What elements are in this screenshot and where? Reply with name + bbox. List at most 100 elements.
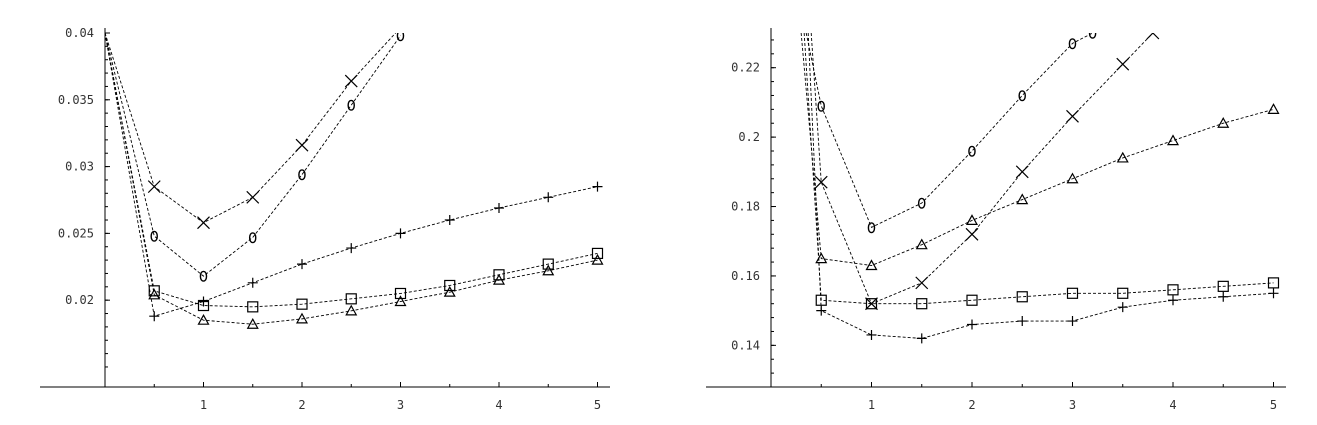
marker-square: [345, 293, 357, 305]
series-line-square: [803, 33, 1274, 305]
plot-area: o o o o o o: [105, 25, 604, 329]
y-tick-label: 0.14: [731, 338, 760, 352]
marker-square: [916, 298, 928, 310]
marker-plus: [1268, 288, 1279, 299]
marker-plus: [967, 319, 977, 330]
marker-triangle: [197, 313, 210, 325]
marker-square: [865, 298, 878, 310]
marker-square: [148, 285, 160, 297]
y-tick-label: 0.18: [731, 200, 760, 214]
marker-square: [815, 294, 827, 306]
y-tick-label: 0.025: [58, 226, 94, 240]
marker-triangle: [591, 253, 604, 265]
marker-plus: [346, 243, 357, 254]
marker-square: [1016, 291, 1028, 303]
marker-triangle: [815, 252, 828, 264]
marker-square: [1066, 287, 1079, 299]
y-tick-label: 0.22: [731, 61, 760, 75]
marker-plus: [1067, 316, 1078, 327]
marker-plus: [395, 228, 406, 239]
marker-x: [197, 216, 210, 230]
marker-square: [1167, 284, 1179, 296]
marker-circle: o: [347, 94, 356, 116]
marker-plus: [816, 305, 827, 316]
series-line-circle: [105, 33, 401, 277]
chart-left: 1 2 3 4 5 0.02 0.025 0.03 0.035 0.04 o o o o o o: [40, 25, 610, 412]
y-tick-label: 0.035: [58, 93, 94, 107]
marker-plus: [444, 215, 455, 226]
x-tick-label: 5: [1270, 398, 1277, 412]
marker-circle: o: [967, 140, 976, 162]
x-tick-label: 4: [1169, 398, 1176, 412]
series-line-square: [105, 33, 598, 308]
marker-square: [394, 287, 407, 300]
marker-x: [814, 175, 828, 189]
marker-triangle: [542, 264, 555, 276]
marker-x: [344, 74, 358, 88]
marker-plus: [1218, 291, 1229, 302]
marker-x: [865, 297, 878, 311]
marker-x: [915, 276, 929, 290]
marker-x: [965, 227, 979, 241]
marker-triangle: [865, 259, 878, 271]
marker-triangle: [1066, 172, 1079, 184]
marker-square: [197, 299, 210, 312]
x-tick-label: 1: [200, 398, 207, 412]
marker-plus: [1168, 295, 1178, 306]
marker-triangle: [295, 312, 309, 324]
marker-triangle: [492, 273, 506, 285]
marker-circle: o: [248, 226, 257, 248]
x-tick-label: 2: [298, 398, 305, 412]
marker-circle: o: [199, 265, 208, 287]
marker-circle: o: [1068, 32, 1077, 54]
series-line-plus: [807, 33, 1274, 339]
marker-circle: o: [396, 25, 405, 47]
marker-x: [246, 190, 260, 204]
marker-circle: o: [297, 164, 306, 186]
y-tick-label: 0.2: [738, 130, 760, 144]
marker-plus: [543, 192, 554, 203]
series-line-triangle: [105, 33, 598, 325]
marker-square: [542, 258, 554, 270]
marker-plus: [198, 296, 209, 307]
marker-plus: [297, 259, 307, 270]
y-tick-label: 0.04: [65, 26, 94, 40]
marker-triangle: [246, 317, 259, 329]
series-line-plus: [105, 33, 598, 317]
marker-plus: [866, 329, 877, 340]
marker-triangle: [965, 214, 979, 226]
x-tick-label: 1: [868, 398, 875, 412]
marker-triangle: [1267, 103, 1280, 114]
marker-square: [444, 279, 456, 292]
marker-triangle: [915, 238, 928, 250]
marker-triangle: [345, 304, 358, 316]
marker-plus: [247, 277, 258, 288]
series-line-x: [105, 33, 397, 224]
y-tick-label: 0.16: [731, 269, 760, 283]
marker-x: [295, 138, 309, 152]
y-tick-label: 0.03: [65, 160, 94, 174]
marker-x: [147, 180, 161, 194]
marker-square: [296, 298, 308, 310]
marker-square: [493, 269, 505, 281]
marker-circle: o: [867, 216, 876, 238]
marker-x: [1116, 57, 1130, 71]
marker-circle: o: [1088, 22, 1097, 44]
x-tick-label: 3: [397, 398, 404, 412]
marker-x: [1066, 109, 1079, 123]
marker-square: [1267, 277, 1280, 289]
marker-x: [1015, 165, 1029, 179]
marker-triangle: [443, 285, 456, 297]
series-line-triangle: [800, 33, 1274, 266]
marker-circle: o: [1018, 84, 1027, 106]
marker-circle: o: [917, 192, 926, 214]
x-tick-label: 5: [594, 398, 601, 412]
y-tick-label: 0.02: [65, 293, 94, 307]
marker-plus: [1117, 302, 1128, 313]
series-line-x: [810, 33, 1154, 305]
x-tick-label: 2: [968, 398, 975, 412]
marker-plus: [494, 202, 504, 213]
marker-circle: o: [150, 225, 159, 247]
marker-square: [966, 294, 978, 306]
